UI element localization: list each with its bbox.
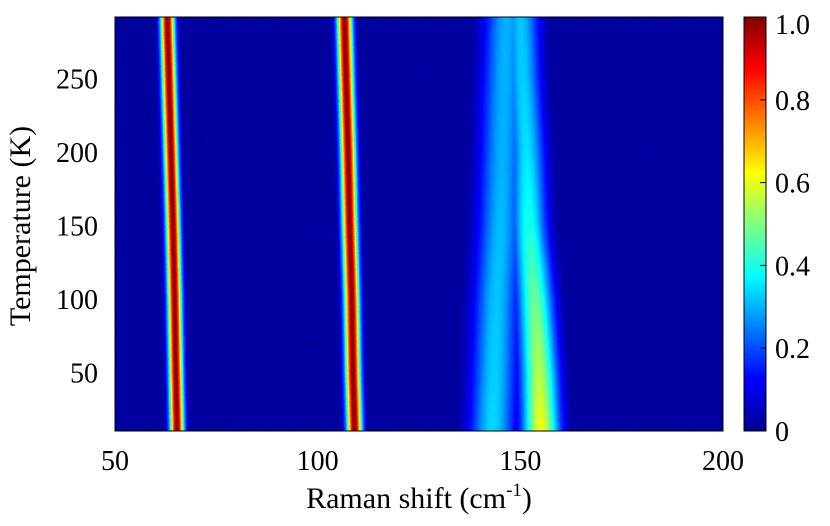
- colorbar-tick-label: 0: [775, 417, 789, 448]
- colorbar-ticks: 0 0.2 0.4 0.6 0.8 1.0: [760, 10, 810, 448]
- heatmap-image: [115, 17, 723, 431]
- y-axis-ticks: 50 100 150 200 250: [56, 65, 98, 390]
- y-tick-label: 200: [56, 138, 98, 169]
- colorbar-tick-label: 0.6: [775, 169, 810, 200]
- y-tick-label: 100: [56, 285, 98, 316]
- y-axis-title: Temperature (K): [4, 126, 37, 326]
- y-tick-label: 250: [56, 65, 98, 96]
- x-tick-label: 100: [297, 446, 339, 477]
- x-tick-label: 50: [101, 446, 129, 477]
- colorbar-tick-label: 1.0: [775, 10, 810, 41]
- y-tick-label: 150: [56, 211, 98, 242]
- plot-frame: [114, 16, 724, 432]
- colorbar-tick-label: 0.8: [775, 86, 810, 117]
- colorbar-tick-label: 0.4: [775, 251, 810, 282]
- x-axis-title: Raman shift (cm-1): [306, 480, 532, 515]
- x-tick-label: 200: [702, 446, 744, 477]
- colorbar: [743, 16, 767, 432]
- colorbar-tick-label: 0.2: [775, 334, 810, 365]
- x-tick-label: 150: [499, 446, 541, 477]
- x-axis-ticks: 50 100 150 200: [101, 446, 744, 477]
- y-tick-label: 50: [70, 358, 98, 389]
